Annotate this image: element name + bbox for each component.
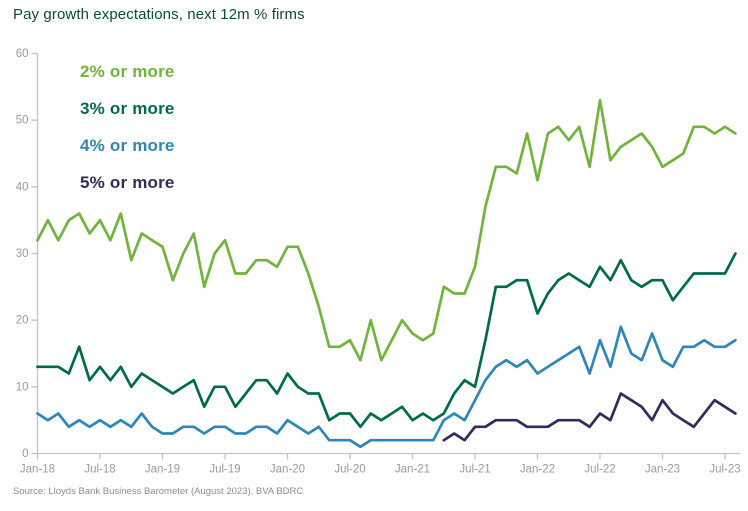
- source-attribution: Source: Lloyds Bank Business Barometer (…: [13, 486, 304, 497]
- series-line-4pct: [36, 325, 737, 449]
- y-axis-tick-label: 20: [16, 315, 29, 327]
- x-axis-tick-label: Jan-21: [395, 464, 430, 476]
- series-line-2pct: [36, 98, 737, 362]
- x-axis-tick-label: Jan-20: [270, 464, 305, 476]
- x-axis-tick-label: Jul-23: [709, 464, 740, 476]
- y-axis-tick-label: 10: [16, 381, 29, 393]
- legend-item-4pct: 4% or more: [80, 136, 175, 155]
- series-line-5pct: [442, 392, 737, 442]
- series-line-3pct: [36, 252, 737, 429]
- x-axis-tick-label: Jul-19: [209, 464, 240, 476]
- x-axis-tick-label: Jan-19: [145, 464, 180, 476]
- y-axis-tick-label: 50: [16, 115, 29, 127]
- x-axis-tick-label: Jul-20: [334, 464, 365, 476]
- y-axis-tick-label: 60: [16, 48, 29, 60]
- x-axis-tick-label: Jul-18: [84, 464, 115, 476]
- x-axis-tick-label: Jul-21: [459, 464, 490, 476]
- x-axis-tick-label: Jan-18: [20, 464, 55, 476]
- chart-title: Pay growth expectations, next 12m % firm…: [13, 6, 305, 23]
- x-axis-tick-label: Jan-22: [520, 464, 555, 476]
- legend-item-3pct: 3% or more: [80, 99, 175, 118]
- legend-item-2pct: 2% or more: [80, 62, 175, 81]
- x-axis-tick-label: Jul-22: [584, 464, 615, 476]
- y-axis-tick-label: 0: [22, 448, 28, 460]
- legend-item-5pct: 5% or more: [80, 173, 175, 192]
- y-axis-tick-label: 40: [16, 181, 29, 193]
- y-axis-tick-label: 30: [16, 248, 29, 260]
- x-axis-tick-label: Jan-23: [645, 464, 680, 476]
